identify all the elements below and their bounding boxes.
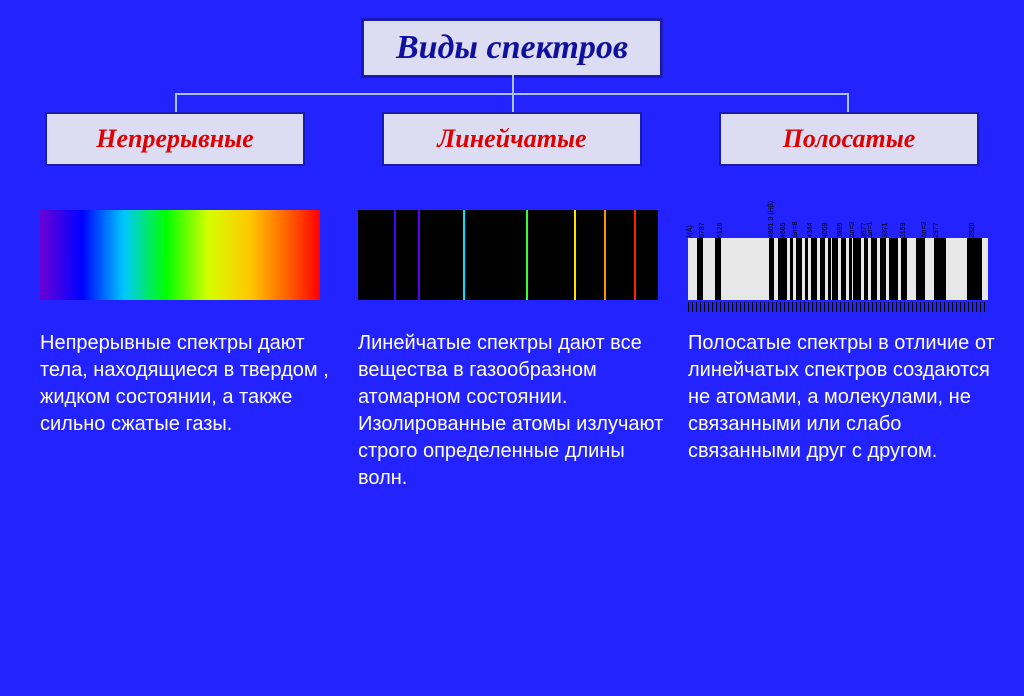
continuous-description: Непрерывные спектры дают тела, находящие… xyxy=(40,330,350,438)
spectral-line xyxy=(604,210,606,300)
spectral-line xyxy=(463,210,465,300)
band-spectrum-image: λ(Å)678761264861.3 (Hβ)4685Δn=8434440593… xyxy=(688,210,988,315)
spectral-band xyxy=(832,238,838,300)
spectral-band xyxy=(864,238,869,300)
spectral-band xyxy=(849,238,852,300)
wavelength-label: Δn=2 xyxy=(921,221,928,238)
spectral-band xyxy=(790,238,793,300)
spectral-band xyxy=(841,238,846,300)
column-band: λ(Å)678761264861.3 (Hβ)4685Δn=8434440593… xyxy=(688,210,998,465)
line-description: Линейчатые спектры дают все вещества в г… xyxy=(358,330,668,492)
wavelength-label: 6126 xyxy=(717,222,724,238)
spectral-band xyxy=(934,238,946,300)
wavelength-label: 2820 xyxy=(969,222,976,238)
spectral-line xyxy=(574,210,576,300)
column-continuous: Непрерывные спектры дают тела, находящие… xyxy=(40,210,350,438)
category-line: Линейчатые xyxy=(382,112,642,166)
spectral-band xyxy=(889,238,898,300)
wavelength-label: 3159 xyxy=(900,222,907,238)
connector xyxy=(847,93,849,113)
continuous-spectrum-image xyxy=(40,210,320,300)
spectral-band xyxy=(769,238,774,300)
wavelength-label: 3895 xyxy=(837,222,844,238)
column-line: Линейчатые спектры дают все вещества в г… xyxy=(358,210,668,492)
spectral-band xyxy=(778,238,787,300)
spectral-band xyxy=(796,238,802,300)
category-band: Полосатые xyxy=(719,112,979,166)
spectral-band xyxy=(901,238,907,300)
spectral-band xyxy=(871,238,877,300)
spectral-band xyxy=(916,238,925,300)
wavelength-label: 4685 xyxy=(780,222,787,238)
category-continuous: Непрерывные xyxy=(45,112,305,166)
wavelength-label: λ(Å) xyxy=(687,225,694,238)
page-title: Виды спектров xyxy=(361,18,663,78)
spectral-band xyxy=(967,238,982,300)
wavelength-label: Δn=1 xyxy=(867,221,874,238)
wavelength-label: Δn=2 xyxy=(849,221,856,238)
wavelength-label: Δn=8 xyxy=(792,221,799,238)
connector xyxy=(175,93,177,113)
spectral-band xyxy=(853,238,861,300)
spectral-band xyxy=(811,238,817,300)
spectral-band xyxy=(828,238,831,300)
spectral-line xyxy=(418,210,420,300)
spectral-line xyxy=(526,210,528,300)
wavelength-label: 4344 xyxy=(807,222,814,238)
wavelength-label: 2977 xyxy=(933,222,940,238)
wavelength-label: 4861.3 (Hβ) xyxy=(768,201,775,238)
spectral-band xyxy=(820,238,825,300)
line-spectrum-image xyxy=(358,210,658,300)
spectral-band xyxy=(715,238,721,300)
wavelength-label: 6787 xyxy=(699,222,706,238)
connector xyxy=(512,75,514,95)
spectral-line xyxy=(394,210,396,300)
spectral-line xyxy=(634,210,636,300)
band-description: Полосатые спектры в отличие от линейчаты… xyxy=(688,330,998,465)
wavelength-label: 3371 xyxy=(882,222,889,238)
wavelength-label: 4059 xyxy=(822,222,829,238)
spectral-band xyxy=(697,238,703,300)
spectral-band xyxy=(880,238,886,300)
spectral-band xyxy=(805,238,808,300)
connector xyxy=(512,93,514,113)
